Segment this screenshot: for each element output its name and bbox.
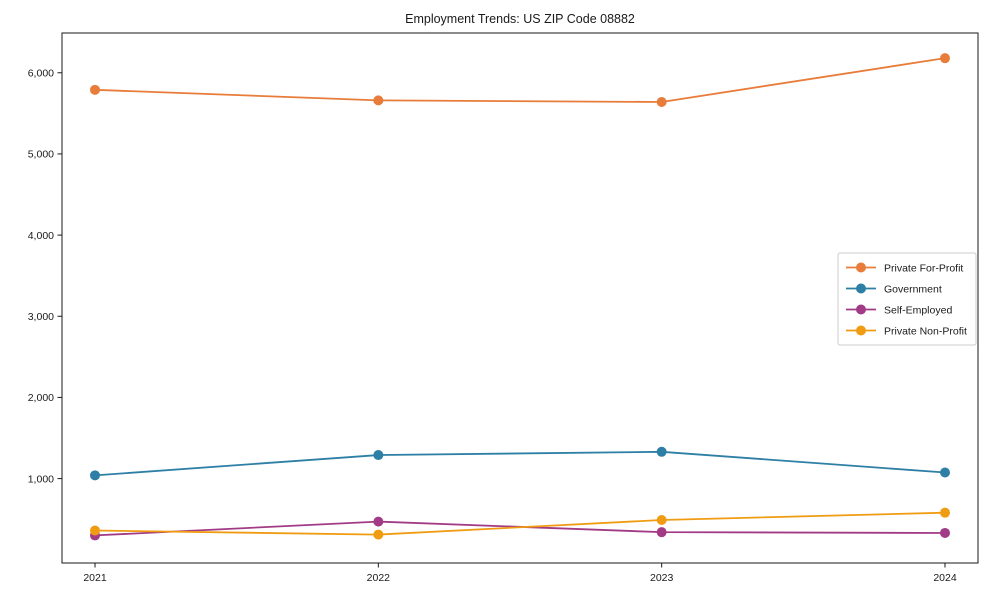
series-line-government	[94, 450, 946, 477]
y-axis-tick-label: 5,000	[28, 149, 54, 161]
legend-label-private-non-profit: Private Non-Profit	[884, 325, 967, 337]
x-axis-tick-label: 2023	[650, 572, 674, 584]
x-axis-tick-label: 2021	[83, 572, 107, 584]
data-point-government-2021	[90, 470, 100, 481]
data-point-private-for-profit-2021	[90, 84, 100, 95]
legend-label-private-for-profit: Private For-Profit	[884, 262, 963, 274]
data-point-private-non-profit-2022	[373, 529, 384, 540]
data-point-government-2023	[656, 446, 667, 457]
y-axis-tick-label: 3,000	[28, 311, 54, 323]
data-point-private-for-profit-2023	[656, 96, 667, 107]
data-point-private-for-profit-2024	[940, 53, 950, 64]
data-point-self-employed-2023	[656, 527, 667, 538]
legend-box	[837, 252, 977, 346]
x-axis-tick-label: 2022	[367, 572, 391, 584]
series-line-self-employed	[94, 520, 946, 537]
data-point-private-non-profit-2021	[90, 525, 100, 536]
data-point-private-for-profit-2022	[373, 95, 384, 106]
legend-label-government: Government	[884, 283, 942, 295]
y-axis-tick-label: 1,000	[28, 473, 54, 485]
data-point-private-non-profit-2024	[940, 507, 950, 518]
legend-marker-private-non-profit	[856, 325, 866, 336]
legend-marker-self-employed	[856, 304, 866, 315]
y-axis-tick-label: 6,000	[28, 68, 54, 80]
legend-marker-government	[856, 283, 866, 294]
plot-frame	[61, 32, 979, 564]
chart-title: Employment Trends: US ZIP Code 08882	[405, 12, 635, 26]
legend-label-self-employed: Self-Employed	[884, 304, 952, 316]
y-axis-tick-label: 2,000	[28, 392, 54, 404]
series-line-private-non-profit	[94, 511, 946, 536]
data-point-self-employed-2024	[940, 527, 950, 538]
data-point-private-non-profit-2023	[656, 514, 667, 525]
y-axis-tick-label: 4,000	[28, 230, 54, 242]
data-point-self-employed-2022	[373, 516, 384, 527]
series-line-private-for-profit	[94, 57, 946, 103]
data-point-government-2024	[940, 467, 950, 478]
legend-marker-private-for-profit	[856, 262, 866, 273]
data-point-government-2022	[373, 450, 384, 461]
x-axis-tick-label: 2024	[933, 572, 957, 584]
